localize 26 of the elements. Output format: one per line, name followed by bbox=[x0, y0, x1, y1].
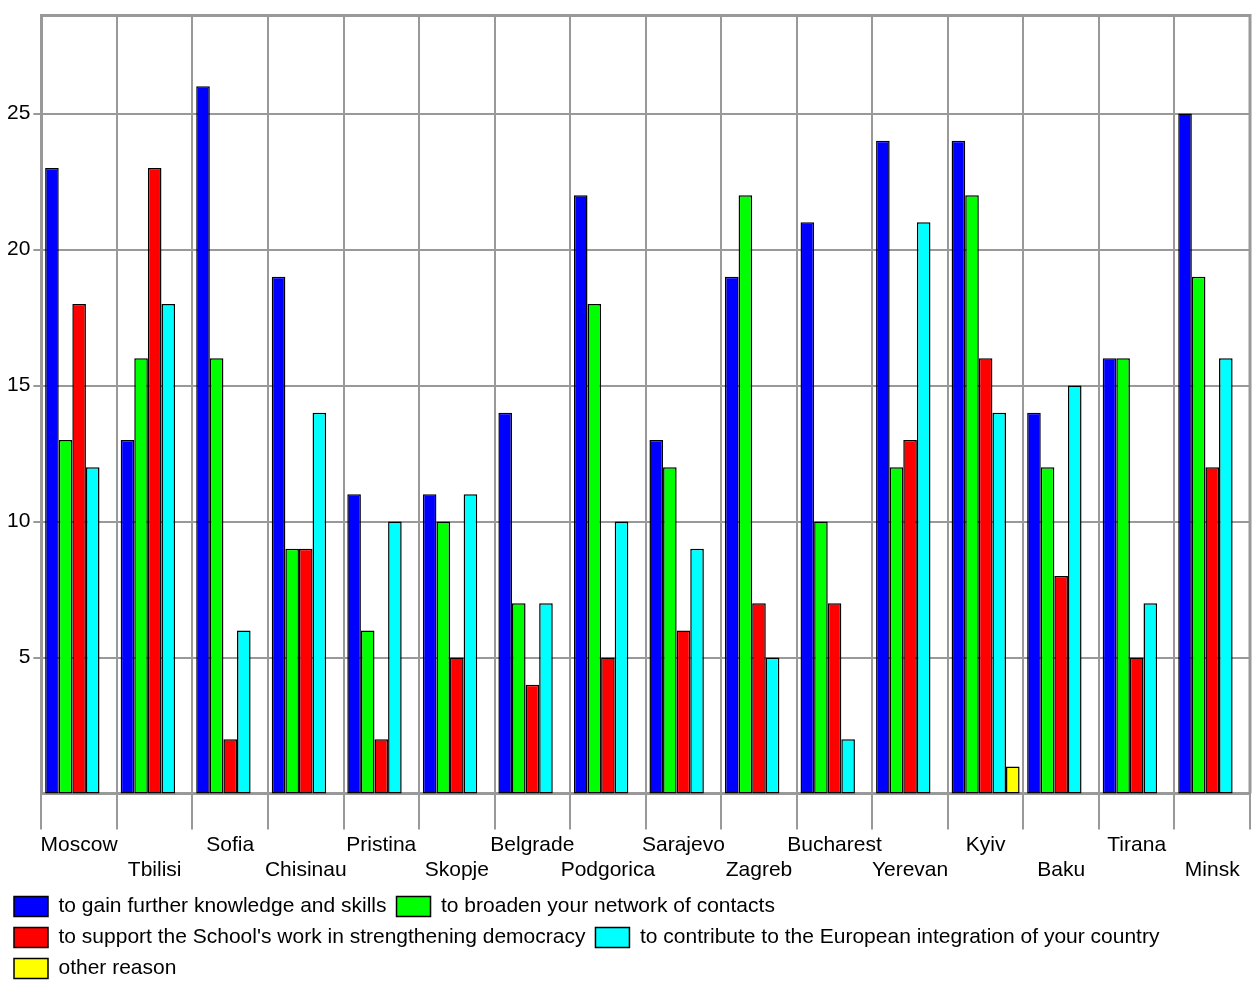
legend-label: to support the School's work in strengthening democracy bbox=[58, 924, 586, 948]
x-tick-label: Chisinau bbox=[264, 857, 347, 881]
x-tick-label: Baku bbox=[1037, 857, 1086, 881]
x-tick-label: Minsk bbox=[1184, 857, 1241, 881]
x-tick-label: Skopje bbox=[424, 857, 489, 881]
x-tick-label: Belgrade bbox=[490, 832, 575, 855]
x-tick-label: Bucharest bbox=[787, 832, 882, 855]
x-tick-label: Sofia bbox=[206, 832, 255, 855]
x-tick-label: Moscow bbox=[40, 832, 119, 855]
legend-label: to contribute to the European integration of your country bbox=[639, 924, 1160, 948]
legend-label: other reason bbox=[58, 955, 177, 979]
x-tick-label: Tirana bbox=[1107, 832, 1167, 855]
x-tick-label: Yerevan bbox=[871, 857, 949, 881]
y-tick-label: 10 bbox=[7, 508, 31, 532]
y-tick-label: 5 bbox=[18, 644, 31, 668]
y-tick-label: 15 bbox=[7, 372, 31, 396]
legend-label: to gain further knowledge and skills bbox=[58, 893, 387, 917]
x-tick-label: Zagreb bbox=[725, 857, 793, 881]
x-tick-label: Kyiv bbox=[965, 832, 1006, 855]
y-tick-label: 25 bbox=[7, 100, 31, 124]
x-tick-label: Pristina bbox=[346, 832, 417, 855]
x-tick-label: Sarajevo bbox=[642, 832, 725, 855]
x-tick-label: Tbilisi bbox=[127, 857, 182, 881]
legend-label: to broaden your network of contacts bbox=[441, 893, 775, 917]
x-tick-label: Podgorica bbox=[560, 857, 656, 881]
y-tick-label: 20 bbox=[7, 236, 31, 260]
